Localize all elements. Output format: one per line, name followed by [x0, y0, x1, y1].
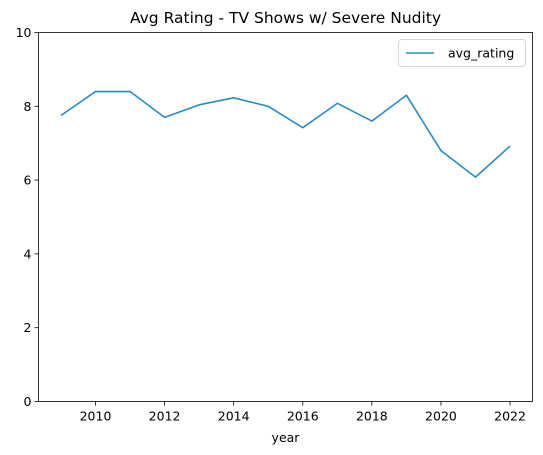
x-tick-label: 2018: [356, 409, 388, 424]
x-tick-label: 2010: [80, 409, 112, 424]
x-tick-label: 2012: [149, 409, 181, 424]
legend-label: avg_rating: [448, 46, 514, 61]
y-tick-label: 0: [24, 394, 32, 409]
series-line-avg_rating: [60, 90, 511, 178]
y-tick-label: 4: [24, 246, 32, 261]
y-tick-label: 6: [24, 173, 32, 188]
x-axis: 2010 2012 2014 2016 2018 2020 2022: [80, 401, 526, 424]
x-tick-label: 2022: [494, 409, 526, 424]
chart-title: Avg Rating - TV Shows w/ Severe Nudity: [130, 9, 441, 27]
x-tick-label: 2014: [218, 409, 250, 424]
x-tick-label: 2016: [287, 409, 319, 424]
legend: avg_rating: [398, 39, 526, 67]
y-tick-label: 2: [24, 320, 32, 335]
legend-box: [398, 39, 526, 67]
y-axis: 0 2 4 6 8 10: [16, 25, 39, 409]
plot-frame: [38, 32, 533, 402]
y-tick-label: 10: [16, 25, 32, 40]
x-tick-label: 2020: [425, 409, 457, 424]
x-axis-label: year: [272, 430, 301, 445]
y-tick-label: 8: [24, 99, 32, 114]
plot-area: [60, 90, 511, 178]
